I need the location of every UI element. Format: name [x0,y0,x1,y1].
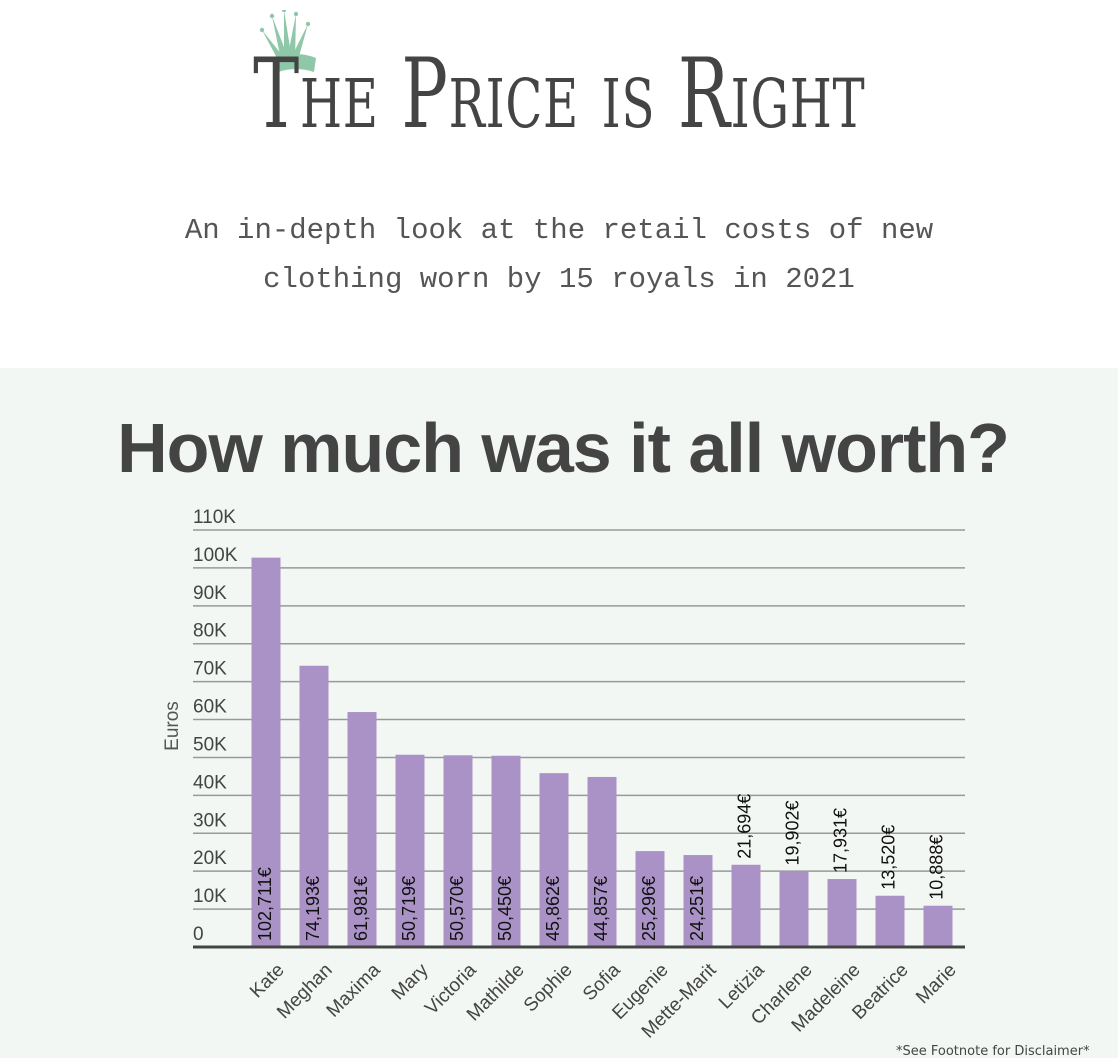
y-tick-label: 50K [193,734,227,755]
y-axis-ticks: 0 10K 20K 30K 40K 50K 60K 70K 80K 90K 100K 110K [193,507,238,945]
crown-jewel [293,11,299,17]
y-tick-label: 100K [193,545,238,566]
bars [251,557,953,947]
bar-victoria [443,755,473,947]
y-tick-label: 70K [193,659,227,680]
crown-jewel [269,13,275,19]
x-tick-label: Maxima [323,959,385,1021]
y-tick-label: 90K [193,583,227,604]
value-label: 17,931€ [831,808,851,873]
value-label: 13,520€ [879,825,899,890]
y-tick-label: 40K [193,772,227,793]
crown-base [276,54,316,72]
value-label: 10,888€ [927,835,947,900]
value-label: 44,857€ [591,876,611,941]
y-tick-label: 10K [193,886,227,907]
crown-spike [287,14,296,60]
bar-kate [251,557,281,947]
value-label: 102,711€ [255,867,275,941]
value-label: 74,193€ [303,876,323,941]
crown-spike [290,24,308,60]
bar-charlene [779,871,809,947]
crown-jewel [305,21,311,27]
crown-icon [259,10,316,72]
bar-mary [395,754,425,947]
bar-mathilde [491,755,521,947]
bar-madeleine [827,879,857,947]
page-subtitle: An in-depth look at the retail costs of … [100,206,1018,304]
page-title: The Price is Right [253,38,866,150]
value-label: 25,296€ [639,876,659,941]
value-label: 24,251€ [687,876,707,941]
crown-jewel [259,27,265,33]
header: The Price is Right An in-depth look at t… [0,0,1118,368]
bar-sophie [539,773,569,947]
y-axis-title: Euros [162,701,183,751]
crown-jewel [281,10,287,13]
value-labels: 102,711€ 74,193€ 61,981€ 50,719€ 50,570€ 50,4… [255,794,947,941]
subtitle-line-2: clothing worn by 15 royals in 2021 [263,263,855,296]
bar-meghan [299,665,329,947]
y-tick-label: 110K [193,507,236,528]
y-tick-label: 60K [193,697,227,718]
bar-sofia [587,776,617,947]
y-tick-label: 80K [193,621,227,642]
bar-beatrice [875,895,905,947]
bar-marie [923,905,953,947]
bar-mette-marit [683,855,713,947]
x-tick-label: Mary [388,959,433,1004]
value-label: 45,862€ [543,876,563,941]
value-label: 50,719€ [399,876,419,941]
value-label: 19,902€ [783,800,803,865]
x-tick-label: Kate [246,960,288,1002]
x-tick-label: Sophie [520,960,577,1017]
subtitle-line-1: An in-depth look at the retail costs of … [184,214,934,247]
chart-title: How much was it all worth? [117,409,1010,487]
x-tick-label: Marie [912,960,960,1008]
y-tick-label: 20K [193,848,227,869]
bar-letizia [731,864,761,947]
value-label: 21,694€ [735,794,755,859]
value-label: 61,981€ [351,876,371,941]
footnote: *See Footnote for Disclaimer* [896,1044,1090,1059]
y-tick-label: 30K [193,810,227,831]
y-tick-label: 0 [193,924,204,945]
value-label: 50,570€ [447,876,467,941]
bar-maxima [347,712,377,947]
value-label: 50,450€ [495,876,515,941]
bar-eugenie [635,851,665,947]
